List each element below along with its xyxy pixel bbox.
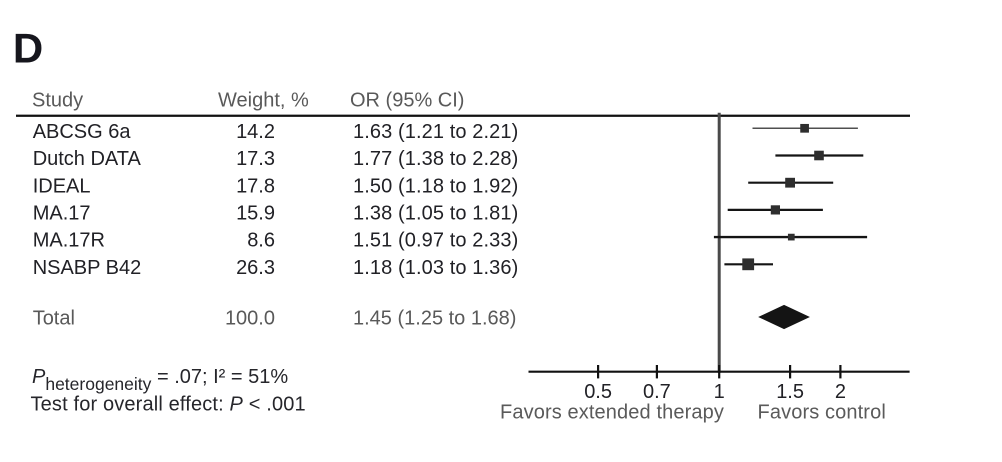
svg-text:Weight, %: Weight, %	[218, 90, 309, 112]
svg-text:Dutch DATA: Dutch DATA	[33, 148, 142, 170]
svg-text:0.7: 0.7	[643, 381, 671, 403]
svg-text:1.63 (1.21 to 2.21): 1.63 (1.21 to 2.21)	[353, 121, 518, 143]
svg-text:Total: Total	[33, 308, 75, 330]
svg-text:17.3: 17.3	[236, 148, 275, 170]
svg-text:1.5: 1.5	[776, 381, 804, 403]
svg-text:17.8: 17.8	[236, 175, 275, 197]
svg-text:ABCSG 6a: ABCSG 6a	[33, 121, 132, 143]
svg-text:Test for overall effect: P < .: Test for overall effect: P < .001	[31, 393, 306, 415]
svg-text:1.18 (1.03 to 1.36): 1.18 (1.03 to 1.36)	[353, 257, 518, 279]
svg-text:14.2: 14.2	[236, 121, 275, 143]
svg-text:D: D	[13, 24, 43, 71]
svg-text:100.0: 100.0	[225, 308, 275, 330]
svg-text:1.45 (1.25 to 1.68): 1.45 (1.25 to 1.68)	[353, 308, 516, 330]
svg-text:NSABP B42: NSABP B42	[33, 257, 142, 279]
svg-text:MA.17: MA.17	[33, 203, 91, 225]
svg-text:2: 2	[835, 381, 846, 403]
svg-text:1.38 (1.05 to 1.81): 1.38 (1.05 to 1.81)	[353, 203, 518, 225]
svg-text:OR (95% CI): OR (95% CI)	[350, 90, 464, 112]
svg-text:0.5: 0.5	[584, 381, 612, 403]
svg-text:1: 1	[714, 381, 725, 403]
svg-text:Favors control: Favors control	[758, 401, 886, 423]
svg-text:1.50 (1.18 to 1.92): 1.50 (1.18 to 1.92)	[353, 175, 518, 197]
svg-text:26.3: 26.3	[236, 257, 275, 279]
svg-text:1.51 (0.97 to 2.33): 1.51 (0.97 to 2.33)	[353, 230, 518, 252]
svg-text:MA.17R: MA.17R	[33, 230, 105, 252]
svg-text:Favors extended therapy: Favors extended therapy	[500, 401, 724, 423]
svg-text:IDEAL: IDEAL	[33, 175, 91, 197]
svg-text:15.9: 15.9	[236, 203, 275, 225]
svg-text:1.77 (1.38 to 2.28): 1.77 (1.38 to 2.28)	[353, 148, 518, 170]
svg-text:Study: Study	[32, 90, 83, 112]
svg-text:8.6: 8.6	[247, 230, 275, 252]
svg-text:Pheterogeneity = .07; I² = 51%: Pheterogeneity = .07; I² = 51%	[32, 366, 288, 394]
